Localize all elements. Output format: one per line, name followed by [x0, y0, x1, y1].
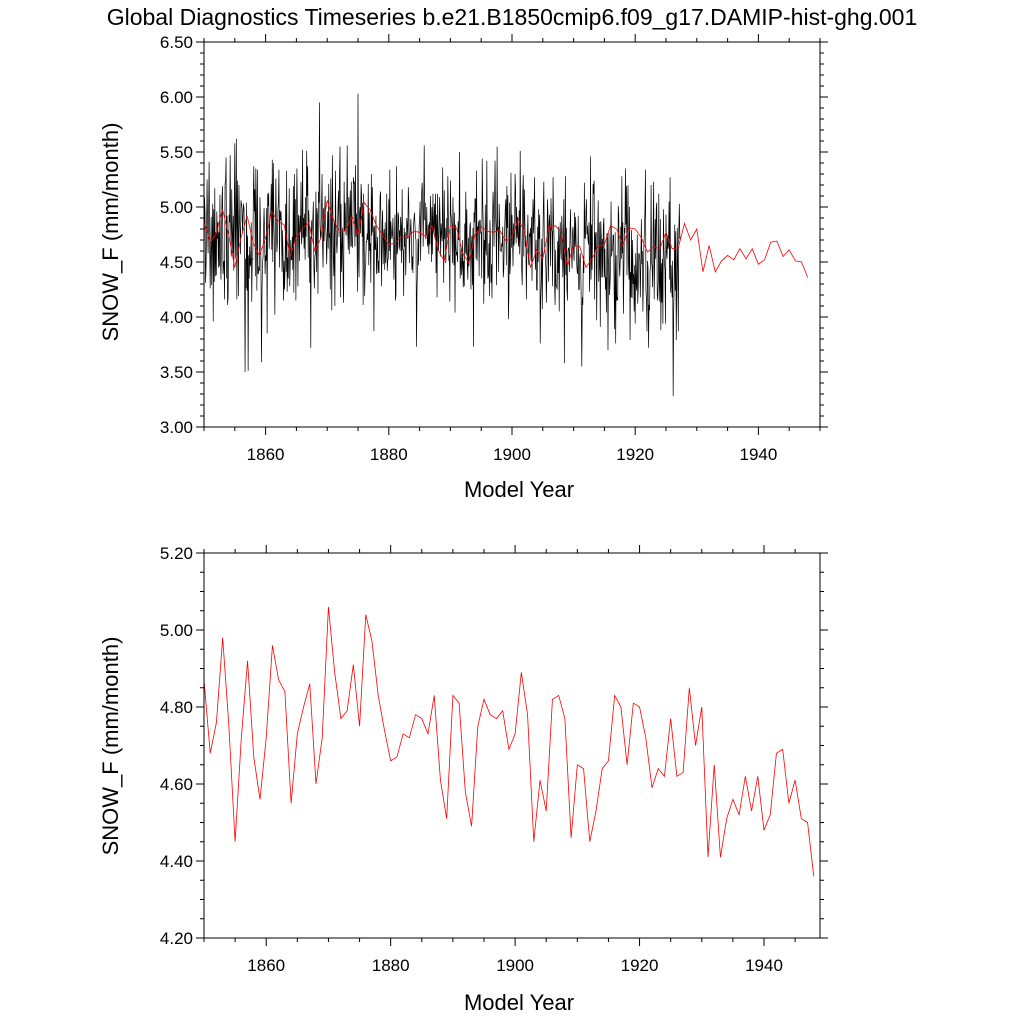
y-tick-label: 6.00	[160, 88, 193, 107]
y-tick-label: 4.50	[160, 253, 193, 272]
y-axis-label: SNOW_F (mm/month)	[98, 637, 123, 856]
top-panel: 3.00 3.50 4.00 4.50 5.00 5.50 6.00 6.50 1860 1880…	[98, 33, 828, 502]
x-tick-label: 1860	[247, 956, 285, 975]
x-tick-label: 1900	[496, 956, 534, 975]
annual-series-line	[203, 606, 815, 877]
x-tick-label: 1880	[372, 956, 410, 975]
y-tick-label: 5.00	[160, 621, 193, 640]
x-axis-label: Model Year	[464, 477, 574, 502]
y-tick-label: 5.00	[160, 198, 193, 217]
x-tick-label: 1940	[745, 956, 783, 975]
y-tick-label: 3.00	[160, 418, 193, 437]
y-tick-label: 5.20	[160, 544, 193, 563]
y-tick-label: 4.00	[160, 308, 193, 327]
y-tick-label: 3.50	[160, 363, 193, 382]
y-tick-label: 6.50	[160, 33, 193, 52]
y-tick-label: 4.60	[160, 775, 193, 794]
x-tick-label: 1880	[370, 445, 408, 464]
y-tick-label: 4.40	[160, 852, 193, 871]
monthly-series-line	[203, 93, 681, 397]
bottom-panel: 4.20 4.40 4.60 4.80 5.00 5.20 1860 1880 1900 1920…	[98, 544, 828, 1015]
x-tick-label: 1940	[739, 445, 777, 464]
x-tick-label: 1920	[616, 445, 654, 464]
y-tick-label: 4.80	[160, 698, 193, 717]
y-tick-label: 4.20	[160, 929, 193, 948]
annual-series-line	[203, 200, 809, 278]
x-tick-label: 1860	[247, 445, 285, 464]
x-tick-label: 1900	[493, 445, 531, 464]
x-tick-label: 1920	[621, 956, 659, 975]
y-axis-label: SNOW_F (mm/month)	[98, 123, 123, 342]
chart-title: Global Diagnostics Timeseries b.e21.B185…	[107, 4, 918, 30]
x-axis-label: Model Year	[464, 990, 574, 1015]
y-tick-label: 5.50	[160, 143, 193, 162]
